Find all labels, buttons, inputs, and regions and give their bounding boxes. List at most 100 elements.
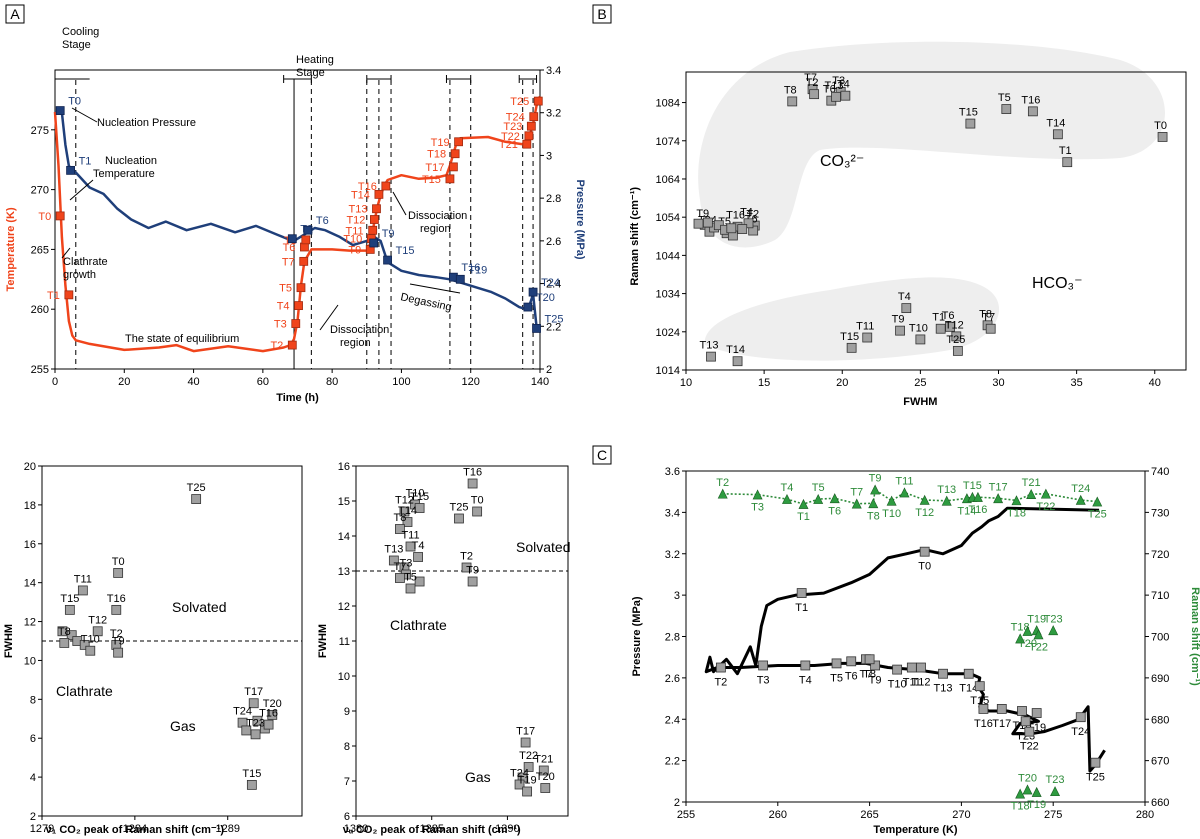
x-tick-label: 120 <box>462 376 480 388</box>
annotation-heating: Heating <box>296 54 334 66</box>
data-point <box>732 356 743 367</box>
panel-label-b: B <box>592 4 612 24</box>
pt-marker <box>1090 757 1101 768</box>
data-point <box>1001 104 1012 114</box>
raman-marker <box>1075 494 1086 505</box>
temperature-marker-label: T2 <box>270 340 283 352</box>
y-tick-label: 16 <box>338 461 350 473</box>
pt-marker-label: T14 <box>959 683 978 695</box>
pressure-marker <box>528 287 538 297</box>
carbonate-region-shading <box>698 41 1165 248</box>
temperature-marker-label: T6 <box>283 242 296 254</box>
data-point <box>467 478 478 489</box>
y-tick-label: 15 <box>338 496 350 508</box>
raman-marker-label: T9 <box>869 473 882 485</box>
data-point <box>472 506 483 517</box>
pressure-marker-label: T19 <box>468 264 487 276</box>
point-label: T0 <box>112 556 125 568</box>
pressure-marker-label: T1 <box>79 155 92 167</box>
y-tick-label: 12 <box>338 601 350 613</box>
x-tick-label: 40 <box>1149 377 1161 389</box>
annotation-region-2: region <box>420 223 451 235</box>
point-label: T8 <box>784 84 797 96</box>
temperature-marker <box>448 162 458 172</box>
point-label: T22 <box>519 750 538 762</box>
pt-marker <box>796 588 807 598</box>
point-label: T14 <box>398 505 417 517</box>
data-point <box>77 585 88 596</box>
plot-frame <box>685 470 1146 803</box>
region-label-solvated: Solvated <box>516 539 570 555</box>
chart-c-pressure-raman-vs-temperature: 255 260 265 270 275 280 Temperature (K) 2 2.2 2.4… <box>631 466 1200 836</box>
raman-marker-label: T8 <box>867 510 880 522</box>
point-label: T9 <box>696 208 709 220</box>
data-point <box>514 779 525 790</box>
point-label: T4 <box>837 79 850 91</box>
annotation-region-1: region <box>340 337 371 349</box>
temperature-marker-label: T15 <box>422 174 441 186</box>
x-tick-label: 0 <box>52 376 58 388</box>
pt-marker-label: T11 <box>903 677 921 689</box>
point-label: T7 <box>393 561 406 573</box>
point-label: T15 <box>959 107 978 119</box>
y-tick-label: 13 <box>338 566 350 578</box>
point-label: T12 <box>88 614 107 626</box>
y2-tick-label: 2.2 <box>546 321 561 333</box>
pressure-marker-label: T9 <box>382 228 395 240</box>
point-label: T23 <box>246 717 265 729</box>
pt-marker <box>919 546 930 557</box>
data-point <box>414 503 425 513</box>
y-tick-label: 9 <box>344 706 350 718</box>
annotation-arrow <box>69 179 94 201</box>
raman-marker-label: T1 <box>797 511 810 523</box>
temperature-marker <box>64 290 74 300</box>
y-tick-label: 18 <box>24 500 36 512</box>
data-point <box>1062 157 1073 168</box>
point-label: T3 <box>832 75 845 87</box>
data-point <box>726 223 737 234</box>
y2-axis-label: Raman shift (cm⁻¹) <box>1189 587 1200 686</box>
x-tick-label: 30 <box>992 377 1004 389</box>
y2-tick-label: 3.2 <box>546 108 561 120</box>
raman-marker <box>1022 784 1033 795</box>
annotation-growth: growth <box>63 269 96 281</box>
data-point <box>79 639 90 650</box>
raman-marker <box>851 498 862 509</box>
data-point <box>538 765 549 776</box>
data-point <box>395 524 405 534</box>
data-point <box>522 786 533 797</box>
pt-marker <box>758 660 769 671</box>
temperature-marker <box>524 131 534 141</box>
region-label-clathrate: Clathrate <box>390 617 447 633</box>
data-point <box>1157 132 1168 142</box>
pt-marker-label: T17 <box>992 718 1011 730</box>
point-label: T11 <box>856 321 874 333</box>
data-point <box>414 576 425 587</box>
data-point <box>952 345 963 356</box>
data-point <box>965 118 976 129</box>
panel-label-a: A <box>5 4 25 24</box>
annotation-degassing: Degassing <box>399 291 452 314</box>
y2-tick-label: 710 <box>1151 590 1169 602</box>
point-label: T16 <box>259 708 278 720</box>
data-point <box>191 494 202 504</box>
pt-marker-label: T16 <box>974 718 993 730</box>
raman-marker-label: T21 <box>1022 477 1041 489</box>
pt-marker <box>1024 726 1035 737</box>
pressure-marker-label: T20 <box>536 292 555 304</box>
temperature-marker-label: T24 <box>506 112 525 124</box>
pt-marker <box>974 681 985 692</box>
pt-marker-label: T22 <box>1020 741 1039 753</box>
point-label: T25 <box>449 502 468 514</box>
point-label: T25 <box>187 482 206 494</box>
temperature-marker <box>529 112 539 122</box>
y-tick-label: 8 <box>344 741 350 753</box>
annotation-nucleation: Nucleation <box>105 155 157 167</box>
annotation-dissociation-1: Dissociation <box>330 324 389 336</box>
temperature-marker <box>445 174 455 184</box>
data-point <box>248 698 259 709</box>
data-point <box>895 325 905 336</box>
temperature-marker <box>533 96 543 106</box>
y-tick-label: 14 <box>24 578 36 590</box>
